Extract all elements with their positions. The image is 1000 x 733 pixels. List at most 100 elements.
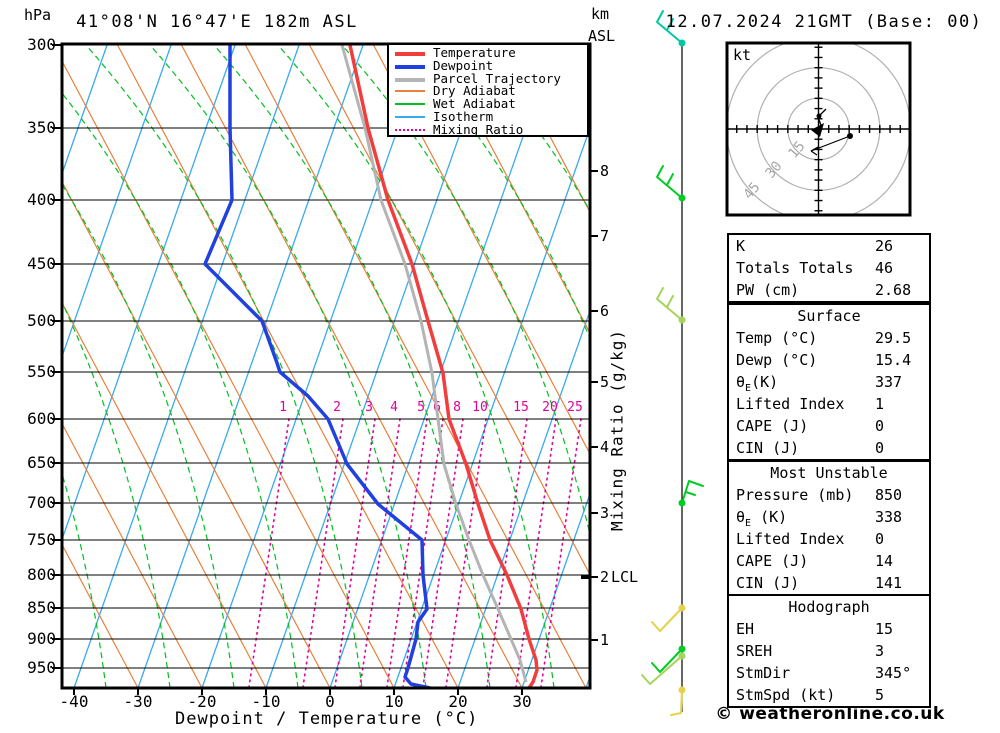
legend-label: Mixing Ratio <box>433 121 524 137</box>
table-row: CAPE (J) 14 <box>729 550 929 572</box>
mixing-ratio-label: 5 <box>417 400 425 415</box>
legend-label: Parcel Trajectory <box>433 70 561 86</box>
mixing-ratio-axis-label: Mixing Ratio (g/kg) <box>607 328 627 532</box>
plot-border <box>60 42 592 690</box>
row-value: 0 <box>875 417 885 435</box>
row-value: 0 <box>875 439 885 457</box>
table-row: CIN (J) 0 <box>729 437 929 459</box>
table-row: Totals Totals 46 <box>729 257 929 279</box>
mixing-ratio-label: 4 <box>390 400 398 415</box>
hodograph-trace <box>810 108 853 156</box>
km-tick: 5 <box>600 373 610 391</box>
temp-tick: -40 <box>59 692 89 711</box>
km-tick: 4 <box>600 438 610 456</box>
row-label: PW (cm) <box>736 281 800 299</box>
legend-label: Dry Adiabat <box>433 83 516 99</box>
most-unstable-table: Most Unstable Pressure (mb) 850 θE (K) 338… <box>727 460 931 596</box>
row-label: SREH <box>736 642 773 660</box>
isotherm-lines <box>63 44 589 688</box>
mixing-ratio-label: 15 <box>513 400 529 415</box>
row-label: K <box>736 237 746 255</box>
hodograph-unit-label: kt <box>733 46 752 64</box>
km-axis-label: km <box>591 5 610 23</box>
datetime-label: 12.07.2024 21GMT (Base: 00) <box>665 12 983 32</box>
legend-label: Isotherm <box>433 108 494 124</box>
legend: Temperature Dewpoint Parcel Trajectory D… <box>387 43 589 137</box>
row-label: Pressure (mb) <box>736 486 854 504</box>
km-tick: 1 <box>600 631 610 649</box>
wind-barb <box>641 652 686 685</box>
mixing-ratio-label: 8 <box>453 400 461 415</box>
pressure-tick: 350 <box>27 118 56 137</box>
parcel-trajectory-curve <box>340 44 528 683</box>
row-label: Temp (°C) <box>736 329 818 347</box>
row-value: 3 <box>875 642 885 660</box>
mixing-ratio-label: 10 <box>472 400 488 415</box>
pressure-tick: 800 <box>27 565 56 584</box>
pressure-axis-ticks <box>52 44 61 669</box>
pressure-tick: 400 <box>27 190 56 209</box>
row-label: StmDir <box>736 664 791 682</box>
row-label: CAPE (J) <box>736 417 809 435</box>
row-label: CIN (J) <box>736 574 800 592</box>
wind-barb <box>651 645 686 673</box>
table-row: Dewp (°C) 15.4 <box>729 349 929 371</box>
row-label: θE (K) <box>736 508 788 529</box>
table-row: Lifted Index 0 <box>729 528 929 550</box>
km-tick: 6 <box>600 302 610 320</box>
row-value: 5 <box>875 686 885 704</box>
pressure-tick: 750 <box>27 530 56 549</box>
row-label: CAPE (J) <box>736 552 809 570</box>
km-axis-label2: ASL <box>588 27 616 45</box>
row-value: 337 <box>875 373 903 391</box>
wind-barb <box>651 604 686 632</box>
pressure-tick: 700 <box>27 493 56 512</box>
table-row: K 26 <box>729 235 929 257</box>
wind-barbs <box>641 10 704 716</box>
legend-row: Wet Adiabat <box>389 97 587 111</box>
table-title: Most Unstable <box>770 464 888 482</box>
temp-tick: -10 <box>251 692 281 711</box>
station-title: 41°08'N 16°47'E 182m ASL <box>76 12 358 32</box>
table-row: StmDir 345° <box>729 662 929 684</box>
dry-adiabat-line-sample <box>395 90 425 93</box>
indices-table: K 26 Totals Totals 46 PW (cm) 2.68 <box>727 233 931 303</box>
hodograph <box>725 41 912 217</box>
row-label: EH <box>736 620 755 638</box>
pressure-tick: 300 <box>27 35 56 54</box>
hodograph-table: Hodograph EH 15 SREH 3 StmDir 345° StmSpd (… <box>727 594 931 708</box>
dewpoint-curve <box>203 45 431 688</box>
x-axis-title: Dewpoint / Temperature (°C) <box>175 709 479 729</box>
pressure-tick: 550 <box>27 362 56 381</box>
temp-tick: 10 <box>384 692 404 711</box>
lcl-label: LCL <box>611 568 639 586</box>
temp-tick: 0 <box>325 692 335 711</box>
row-value: 141 <box>875 574 903 592</box>
row-value: 0 <box>875 530 885 548</box>
legend-row: Parcel Trajectory <box>389 70 587 86</box>
pressure-tick: 850 <box>27 598 56 617</box>
mixing-ratio-label: 1 <box>279 400 287 415</box>
km-tick: 8 <box>600 162 610 180</box>
row-value: 15 <box>875 620 894 638</box>
temp-tick: -20 <box>187 692 217 711</box>
table-row-thetae: θE (K) 338 <box>729 506 929 529</box>
mixing-ratio-line-sample <box>395 128 425 131</box>
row-value: 14 <box>875 552 894 570</box>
row-label: Lifted Index <box>736 395 845 413</box>
row-value: 338 <box>875 508 903 526</box>
km-tick: 2 <box>600 568 610 586</box>
km-tick: 3 <box>600 504 610 522</box>
temperature-line-sample <box>395 52 425 56</box>
temp-tick: 20 <box>448 692 468 711</box>
row-value: 15.4 <box>875 351 912 369</box>
legend-label: Temperature <box>433 45 516 60</box>
isotherm-line-sample <box>395 115 425 118</box>
table-row: EH 15 <box>729 618 929 640</box>
pressure-tick: 450 <box>27 254 56 273</box>
table-title: Surface <box>797 307 861 325</box>
legend-label: Dewpoint <box>433 57 494 73</box>
wind-barb <box>656 165 686 202</box>
